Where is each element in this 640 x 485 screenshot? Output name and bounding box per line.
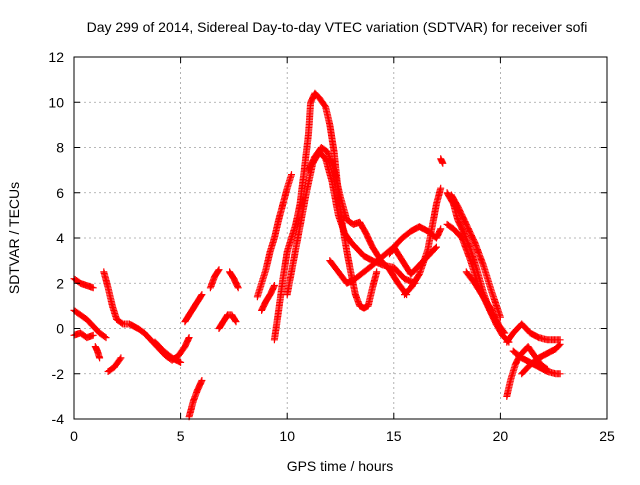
series-track-m [253,171,295,301]
series-markers [215,311,240,332]
series-markers [151,338,185,366]
y-tick-label: 6 [56,185,64,201]
series-markers [253,171,295,301]
y-tick-label: 12 [48,49,64,65]
series-track-e [100,268,193,364]
series-track-ac [518,340,564,378]
series-track-d [91,343,104,362]
series-track-x [447,191,504,321]
series-track-y [462,268,504,332]
series-markers [443,189,513,346]
series-track-ab [503,343,551,400]
y-tick-label: 10 [48,94,64,110]
series-markers [401,184,445,299]
series-track-l [226,268,242,292]
y-tick-label: 4 [56,230,64,246]
series-markers [91,343,104,362]
series-track-g [151,338,185,366]
x-tick-label: 20 [493,428,509,444]
series-track-f [104,354,125,375]
series-markers [185,377,206,421]
x-axis-label: GPS time / hours [287,458,394,474]
x-tick-label: 15 [386,428,402,444]
series-track-v [443,189,513,346]
series-track-j [206,266,223,292]
axis-ticks: 0 5 10 15 20 25 -4 -2 0 2 4 6 8 10 12 [48,49,615,444]
y-tick-label: -2 [52,366,65,382]
series-markers [503,320,564,346]
series-track-u [437,155,447,167]
series-markers [447,191,504,321]
series-markers [104,354,125,375]
series-markers [462,268,504,332]
y-tick-label: 2 [56,275,64,291]
x-tick-label: 0 [70,428,78,444]
series-track-h [185,377,206,421]
series-track-t [401,184,445,299]
series-markers [503,343,551,400]
series-markers [437,155,447,167]
series-markers [518,340,564,378]
series-track-k [215,311,240,332]
y-tick-label: 0 [56,321,64,337]
series-markers [100,268,193,364]
chart-title: Day 299 of 2014, Sidereal Day-to-day VTE… [87,19,588,35]
x-tick-label: 25 [599,428,615,444]
series-markers [206,266,223,292]
series-track-z [503,320,564,346]
y-tick-label: -4 [52,411,65,427]
y-tick-label: 8 [56,140,64,156]
series-markers [258,282,278,314]
series-track-i [181,291,206,326]
y-axis-label: SDTVAR / TECUs [6,182,22,294]
x-tick-label: 5 [177,428,185,444]
x-tick-label: 10 [279,428,295,444]
series-markers [181,291,206,326]
data-marks [70,89,564,421]
series-track-n [258,282,278,314]
series-markers [226,268,242,292]
